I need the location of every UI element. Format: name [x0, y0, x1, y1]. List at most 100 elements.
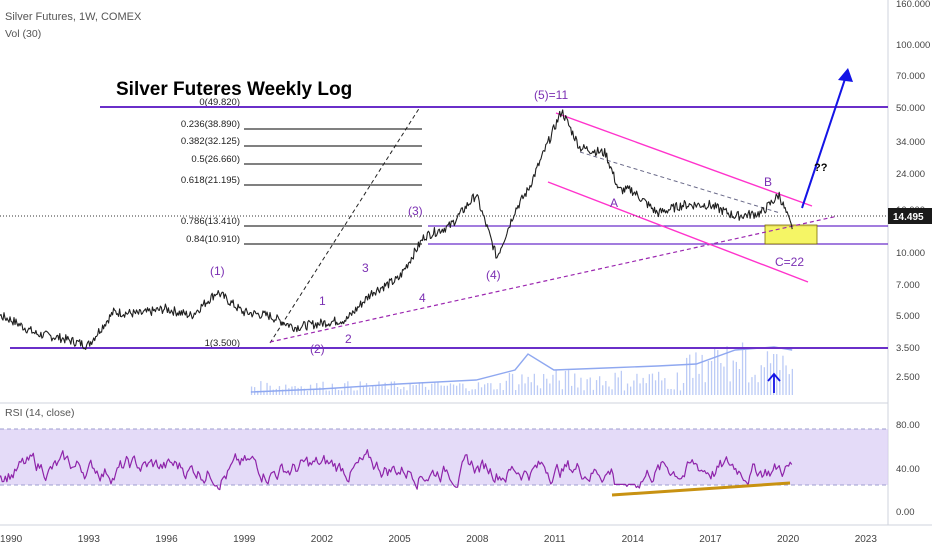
volume-bar — [431, 383, 433, 395]
volume-bar — [390, 381, 392, 395]
volume-bar — [589, 377, 591, 395]
volume-bar — [403, 386, 405, 395]
volume-bar — [300, 386, 302, 395]
rsi-tick: 80.00 — [896, 420, 920, 431]
volume-bar — [480, 387, 483, 395]
volume-bar — [524, 383, 526, 395]
volume-bar — [269, 385, 271, 395]
volume-bar — [546, 378, 548, 395]
volume-bar — [611, 389, 613, 395]
volume-bar — [630, 386, 632, 395]
volume-layer — [250, 342, 793, 395]
volume-bar — [741, 342, 744, 395]
fib-diagonal-line — [269, 106, 421, 344]
time-tick: 2011 — [544, 534, 566, 545]
volume-bar — [381, 385, 383, 395]
volume-bar — [275, 388, 277, 395]
volume-bar — [521, 374, 523, 395]
volume-bar — [428, 389, 430, 395]
volume-bar — [415, 385, 417, 395]
time-tick: 2005 — [389, 534, 412, 545]
time-tick: 1996 — [155, 534, 178, 545]
fib-level-label: 1(3.500) — [205, 338, 240, 349]
volume-bar — [272, 389, 274, 395]
volume-bar — [518, 384, 520, 395]
volume-bar — [378, 381, 380, 395]
volume-bar — [754, 374, 756, 395]
volume-bar — [459, 383, 461, 395]
volume-bar — [580, 377, 582, 395]
volume-bar — [670, 389, 672, 395]
price-series-line — [0, 109, 793, 350]
volume-bar — [605, 381, 607, 395]
volume-bar — [263, 390, 265, 395]
rsi-axis: 80.00 40.00 0.00 — [896, 420, 920, 518]
price-tick: 2.500 — [896, 372, 920, 383]
volume-bar — [549, 383, 551, 395]
price-tick: 160.000 — [896, 0, 930, 10]
volume-bar — [319, 387, 321, 395]
fib-level-label: 0.84(10.910) — [186, 234, 240, 245]
volume-bar — [387, 389, 389, 395]
volume-bar — [673, 389, 675, 395]
volume-bar — [288, 388, 290, 395]
volume-bar — [654, 380, 657, 395]
time-tick: 2017 — [699, 534, 722, 545]
volume-bar — [626, 383, 629, 395]
wave-b-label: B — [764, 175, 772, 189]
volume-bar — [577, 387, 579, 395]
volume-bar — [484, 384, 486, 395]
volume-bar — [760, 365, 762, 395]
elliott-wave-labels: (1) (2) (3) (4) (5)=11 1 2 3 4 A B C=22 — [210, 88, 804, 356]
rsi-tick: 0.00 — [896, 507, 915, 518]
volume-bar — [449, 383, 452, 395]
rsi-support-trendline — [611, 481, 791, 497]
rsi-tick: 40.00 — [896, 464, 920, 475]
projection-arrow — [801, 69, 849, 209]
fib-level-label: 0.382(32.125) — [181, 136, 240, 147]
volume-bar — [558, 380, 560, 395]
volume-bar — [661, 380, 663, 395]
volume-bar — [738, 369, 741, 395]
volume-bar — [471, 389, 473, 395]
wave-4-label: (4) — [486, 268, 501, 282]
volume-bar — [543, 374, 545, 395]
channel-lower-line — [547, 181, 809, 283]
volume-bar — [726, 346, 728, 395]
volume-bar — [266, 382, 268, 395]
fibonacci-retracement: 0(49.820) 0.236(38.890) 0.382(32.125) 0.5(2… — [181, 97, 422, 349]
volume-bar — [297, 387, 299, 395]
volume-bar — [347, 381, 349, 395]
wave-5-label: (5)=11 — [534, 88, 568, 102]
volume-bar — [729, 381, 731, 395]
volume-bar — [468, 391, 470, 395]
volume-bar — [791, 368, 793, 395]
volume-bar — [639, 383, 641, 395]
volume-bar — [462, 383, 464, 395]
volume-bar — [785, 365, 787, 395]
rsi-indicator-label: RSI (14, close) — [5, 407, 74, 419]
volume-bar — [745, 349, 747, 395]
volume-bar — [369, 387, 371, 395]
time-tick: 1999 — [233, 534, 256, 545]
volume-bar — [751, 377, 753, 395]
volume-bar — [434, 381, 436, 395]
wave-2-label: (2) — [310, 342, 325, 356]
volume-bar — [313, 388, 315, 395]
volume-bar — [592, 389, 594, 395]
fib-level-label: 0.786(13.410) — [181, 216, 240, 227]
volume-bar — [285, 384, 287, 395]
volume-bar — [443, 385, 445, 395]
volume-bar — [782, 355, 784, 395]
volume-bar — [515, 390, 517, 395]
volume-bar — [406, 390, 408, 395]
volume-bar — [409, 384, 411, 395]
fib-level-label: 0.618(21.195) — [181, 175, 240, 186]
volume-moving-average — [250, 346, 793, 393]
volume-bar — [446, 385, 448, 395]
time-tick: 2002 — [311, 534, 334, 545]
volume-bar — [602, 385, 604, 395]
volume-up-arrowhead — [767, 372, 781, 382]
volume-bar — [530, 382, 532, 395]
